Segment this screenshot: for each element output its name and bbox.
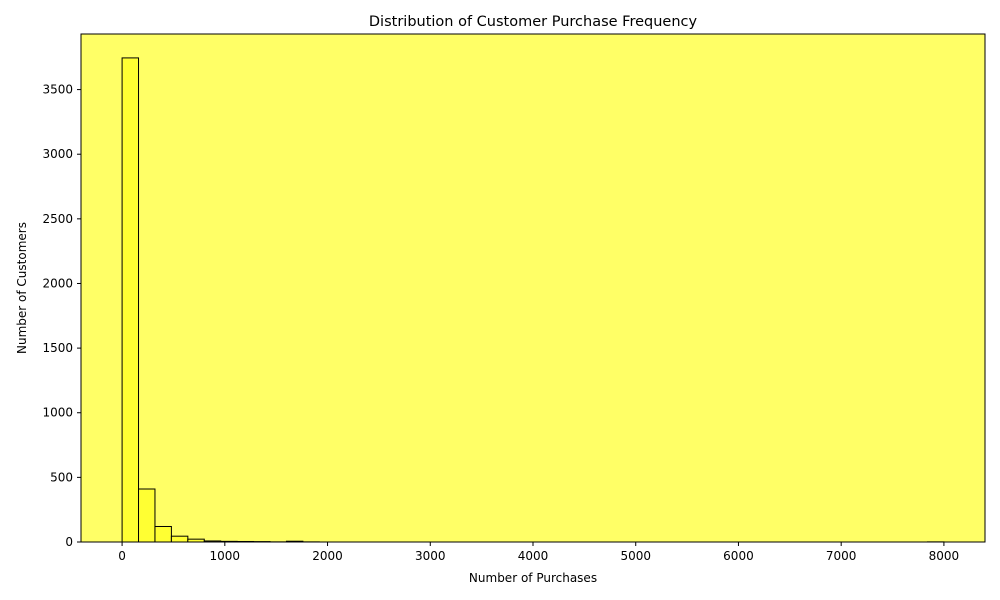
y-tick-label: 500: [50, 470, 73, 484]
histogram-bar: [170, 535, 189, 543]
x-tick-label: 6000: [723, 549, 754, 563]
plot-frame: [80, 33, 986, 543]
histogram-bar: [154, 525, 172, 543]
y-tick-label: 1500: [42, 341, 73, 355]
y-tick-label: 2000: [42, 276, 73, 290]
y-axis-ticks: 0 500 1000 1500 2000 2500 3000 3500: [42, 83, 81, 549]
x-axis-ticks: 0 1000 2000 3000 4000 5000 6000 7000 8000: [118, 542, 959, 563]
y-axis-label: Number of Customers: [15, 222, 29, 354]
x-tick-label: 5000: [620, 549, 651, 563]
x-tick-label: 3000: [415, 549, 446, 563]
y-tick-label: 2500: [42, 212, 73, 226]
y-tick-label: 3000: [42, 147, 73, 161]
y-tick-label: 1000: [42, 406, 73, 420]
y-tick-label: 0: [65, 535, 73, 549]
x-tick-label: 1000: [210, 549, 241, 563]
x-axis-label: Number of Purchases: [469, 571, 597, 585]
plot-area: [81, 34, 985, 542]
x-tick-label: 4000: [518, 549, 549, 563]
x-tick-label: 2000: [312, 549, 343, 563]
histogram-bar: [121, 57, 140, 543]
histogram-bar: [138, 488, 156, 543]
chart-title: Distribution of Customer Purchase Freque…: [369, 14, 698, 30]
x-tick-label: 8000: [929, 549, 960, 563]
x-tick-label: 7000: [826, 549, 857, 563]
x-tick-label: 0: [118, 549, 126, 563]
y-tick-label: 3500: [42, 83, 73, 97]
